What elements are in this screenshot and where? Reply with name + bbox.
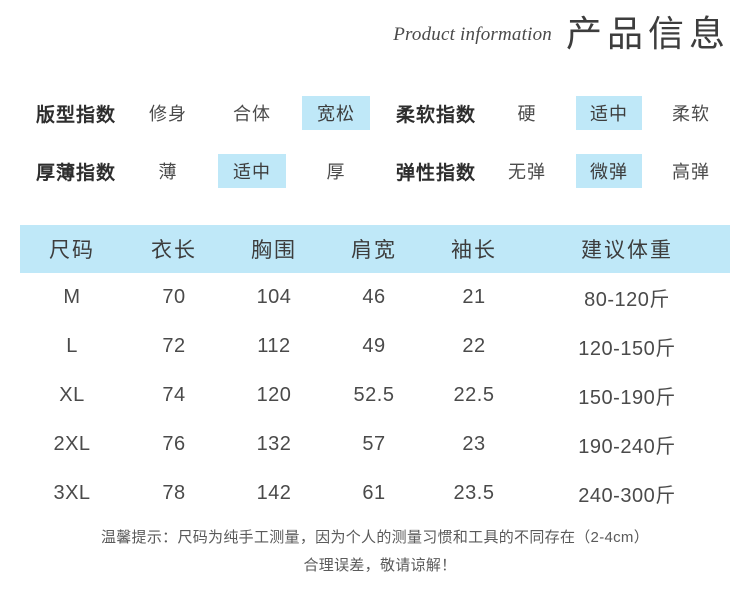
index-label-fit: 版型指数 [36, 104, 117, 126]
column-header-weight: 建议体重 [581, 239, 673, 262]
cell-length: 74 [162, 384, 186, 406]
index-option-thickness-2[interactable]: 厚 [326, 162, 346, 182]
cell-weight: 80-120斤 [584, 289, 670, 311]
page-title-block: Product information 产品信息 [393, 16, 730, 52]
cell-size: L [66, 335, 78, 357]
column-header-size: 尺码 [49, 239, 95, 262]
index-group-thickness: 厚薄指数 薄 适中 厚 [36, 154, 386, 188]
cell-shoulder: 49 [362, 335, 386, 357]
index-option-elasticity-2[interactable]: 高弹 [672, 162, 711, 182]
size-chart-body: M 70 104 46 21 80-120斤 L 72 112 49 22 12… [20, 273, 730, 518]
table-row: L 72 112 49 22 120-150斤 [20, 322, 730, 371]
table-row: M 70 104 46 21 80-120斤 [20, 273, 730, 322]
cell-bust: 104 [256, 286, 292, 308]
cell-length: 76 [162, 433, 186, 455]
index-option-fit-1[interactable]: 合体 [233, 104, 272, 124]
index-label-elasticity: 弹性指数 [396, 162, 477, 184]
table-row: 2XL 76 132 57 23 190-240斤 [20, 420, 730, 469]
cell-bust: 112 [257, 335, 291, 357]
index-option-softness-2[interactable]: 柔软 [672, 104, 711, 124]
cell-sleeve: 23.5 [453, 482, 495, 504]
index-options-fit: 修身 合体 宽松 [134, 96, 386, 130]
index-option-elasticity-1[interactable]: 微弹 [576, 154, 643, 188]
index-row-2: 厚薄指数 薄 适中 厚 弹性指数 无弹 微弹 高弹 [0, 154, 750, 212]
cell-bust: 120 [256, 384, 292, 406]
measurement-note-line-2: 合理误差，敬请谅解！ [303, 557, 457, 574]
cell-sleeve: 22 [462, 335, 486, 357]
cell-shoulder: 46 [362, 286, 386, 308]
size-chart-header: 尺码 衣长 胸围 肩宽 袖长 建议体重 [20, 225, 730, 273]
cell-shoulder: 57 [362, 433, 386, 455]
index-group-softness: 柔软指数 硬 适中 柔软 [396, 96, 740, 130]
cell-sleeve: 22.5 [453, 384, 495, 406]
measurement-note: 温馨提示：尺码为纯手工测量，因为个人的测量习惯和工具的不同存在（2-4cm） 合… [0, 524, 750, 580]
index-option-fit-0[interactable]: 修身 [149, 104, 188, 124]
index-option-thickness-0[interactable]: 薄 [158, 162, 178, 182]
cell-size: 3XL [53, 482, 91, 504]
column-header-length: 衣长 [151, 239, 197, 262]
cell-weight: 120-150斤 [578, 338, 676, 360]
page-title-english: Product information [393, 24, 552, 45]
index-option-softness-1[interactable]: 适中 [576, 96, 643, 130]
index-option-softness-0[interactable]: 硬 [517, 104, 537, 124]
column-header-shoulder: 肩宽 [351, 239, 397, 262]
cell-weight: 150-190斤 [578, 387, 676, 409]
cell-shoulder: 61 [362, 482, 386, 504]
index-options-thickness: 薄 适中 厚 [134, 154, 386, 188]
measurement-note-line-1: 温馨提示：尺码为纯手工测量，因为个人的测量习惯和工具的不同存在（2-4cm） [100, 529, 650, 546]
cell-weight: 190-240斤 [578, 436, 676, 458]
table-row: XL 74 120 52.5 22.5 150-190斤 [20, 371, 730, 420]
cell-size: XL [59, 384, 85, 406]
cell-sleeve: 21 [462, 286, 486, 308]
index-option-thickness-1[interactable]: 适中 [218, 154, 287, 188]
index-options-softness: 硬 适中 柔软 [494, 96, 740, 130]
cell-bust: 132 [256, 433, 292, 455]
cell-weight: 240-300斤 [578, 485, 676, 507]
column-header-sleeve: 袖长 [451, 239, 497, 262]
cell-length: 78 [162, 482, 186, 504]
page-title: 产品信息 [565, 13, 730, 54]
index-row-1: 版型指数 修身 合体 宽松 柔软指数 硬 适中 柔软 [0, 96, 750, 154]
column-header-bust: 胸围 [251, 239, 297, 262]
index-option-fit-2[interactable]: 宽松 [302, 96, 371, 130]
cell-size: M [63, 286, 81, 308]
cell-size: 2XL [53, 433, 91, 455]
table-row: 3XL 78 142 61 23.5 240-300斤 [20, 469, 730, 518]
index-options-elasticity: 无弹 微弹 高弹 [494, 154, 740, 188]
cell-bust: 142 [256, 482, 292, 504]
size-chart-table: 尺码 衣长 胸围 肩宽 袖长 建议体重 M 70 104 46 21 80-12… [20, 225, 730, 518]
table-header-row: 尺码 衣长 胸围 肩宽 袖长 建议体重 [20, 225, 730, 273]
index-label-softness: 柔软指数 [396, 104, 477, 126]
index-group-elasticity: 弹性指数 无弹 微弹 高弹 [396, 154, 740, 188]
cell-length: 72 [162, 335, 186, 357]
cell-sleeve: 23 [462, 433, 486, 455]
attribute-index-block: 版型指数 修身 合体 宽松 柔软指数 硬 适中 柔软 厚薄指数 薄 适中 厚 [0, 96, 750, 212]
cell-shoulder: 52.5 [353, 384, 395, 406]
cell-length: 70 [162, 286, 186, 308]
index-label-thickness: 厚薄指数 [36, 162, 117, 184]
index-group-fit: 版型指数 修身 合体 宽松 [36, 96, 386, 130]
index-option-elasticity-0[interactable]: 无弹 [508, 162, 547, 182]
